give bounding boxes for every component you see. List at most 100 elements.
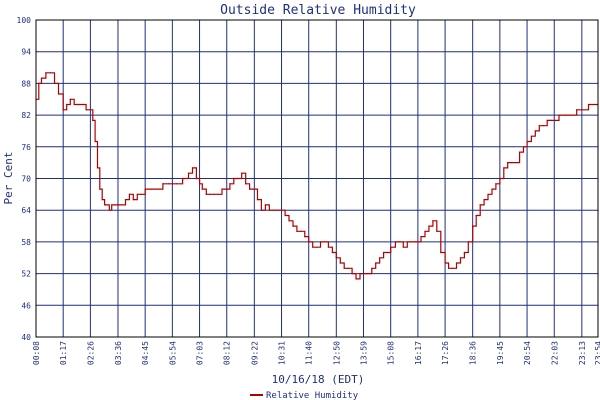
data-point bbox=[558, 114, 560, 116]
data-point bbox=[182, 177, 184, 180]
data-point bbox=[205, 193, 207, 195]
x-tick-label: 11:40 bbox=[305, 341, 314, 365]
data-point bbox=[316, 246, 318, 248]
data-point bbox=[522, 146, 525, 148]
data-point bbox=[292, 225, 294, 227]
y-tick-label: 76 bbox=[21, 143, 31, 152]
data-point bbox=[542, 125, 544, 127]
data-point bbox=[406, 241, 408, 243]
data-point bbox=[187, 172, 190, 174]
data-point bbox=[367, 273, 369, 275]
data-point bbox=[420, 236, 422, 238]
data-point bbox=[237, 177, 239, 180]
data-point bbox=[249, 188, 251, 190]
data-point bbox=[300, 230, 302, 232]
data-point bbox=[499, 177, 501, 180]
data-point bbox=[168, 183, 170, 185]
x-tick-label: 19:45 bbox=[496, 341, 505, 365]
y-tick-label: 52 bbox=[21, 270, 31, 279]
data-point bbox=[49, 72, 52, 74]
data-point bbox=[576, 109, 578, 111]
data-point bbox=[217, 193, 219, 195]
x-tick-label: 07:03 bbox=[196, 341, 205, 365]
data-point bbox=[511, 162, 513, 164]
data-point bbox=[191, 167, 194, 169]
legend: Relative Humidity bbox=[250, 391, 359, 400]
y-tick-label: 64 bbox=[21, 206, 31, 215]
x-tick-label: 23:54 bbox=[594, 341, 600, 365]
data-point bbox=[550, 119, 552, 121]
chart-title: Outside Relative Humidity bbox=[220, 3, 416, 18]
x-tick-label: 01:17 bbox=[59, 341, 68, 365]
x-tick-label: 10:31 bbox=[278, 341, 287, 365]
x-tick-label: 03:36 bbox=[114, 341, 123, 365]
x-tick-label: 18:36 bbox=[469, 341, 478, 365]
data-point bbox=[241, 172, 243, 174]
x-axis-label: 10/16/18 (EDT) bbox=[272, 373, 365, 386]
data-point bbox=[451, 267, 454, 269]
x-tick-label: 23:13 bbox=[578, 341, 587, 365]
x-tick-label: 12:50 bbox=[332, 341, 341, 365]
data-point bbox=[108, 209, 110, 211]
data-point bbox=[564, 114, 566, 116]
data-point bbox=[386, 251, 389, 254]
data-point bbox=[459, 257, 462, 259]
x-tick-label: 16:17 bbox=[414, 341, 423, 365]
data-point bbox=[245, 183, 247, 185]
data-point bbox=[209, 193, 211, 195]
data-point bbox=[581, 109, 583, 111]
x-tick-label: 04:45 bbox=[141, 341, 150, 365]
data-point bbox=[534, 130, 536, 132]
data-point bbox=[81, 103, 83, 106]
data-point bbox=[472, 225, 474, 227]
data-point bbox=[213, 193, 215, 195]
data-point bbox=[57, 93, 60, 95]
data-point bbox=[355, 278, 357, 280]
y-tick-label: 82 bbox=[21, 111, 31, 120]
data-point bbox=[410, 241, 412, 243]
data-point bbox=[69, 98, 71, 100]
data-point bbox=[264, 204, 266, 206]
data-point bbox=[308, 241, 310, 243]
data-point bbox=[424, 230, 426, 232]
data-point bbox=[85, 109, 87, 111]
data-point bbox=[117, 204, 119, 206]
data-point bbox=[495, 183, 497, 185]
data-point bbox=[94, 140, 96, 143]
data-point bbox=[359, 273, 361, 275]
data-point bbox=[436, 230, 438, 232]
data-point bbox=[106, 204, 108, 206]
data-point bbox=[260, 209, 263, 211]
data-point bbox=[515, 162, 517, 164]
data-point bbox=[150, 188, 152, 190]
data-point bbox=[343, 267, 345, 269]
data-point bbox=[570, 114, 572, 116]
data-point bbox=[402, 246, 404, 248]
data-point bbox=[455, 262, 458, 264]
data-point bbox=[467, 241, 469, 243]
data-point bbox=[390, 246, 392, 248]
data-point bbox=[483, 199, 485, 201]
data-point bbox=[92, 119, 94, 121]
data-point bbox=[128, 193, 131, 195]
data-point bbox=[383, 251, 385, 254]
x-tick-label: 08:12 bbox=[223, 341, 232, 365]
data-point bbox=[221, 188, 223, 190]
data-point bbox=[144, 188, 146, 190]
data-point bbox=[272, 209, 274, 211]
data-point bbox=[323, 241, 326, 243]
data-point bbox=[45, 72, 47, 74]
data-point bbox=[319, 241, 322, 243]
series-line-relative-humidity bbox=[36, 72, 598, 280]
data-point bbox=[288, 220, 290, 222]
data-point bbox=[103, 204, 106, 206]
data-point bbox=[440, 251, 442, 254]
y-tick-label: 70 bbox=[21, 175, 31, 184]
data-point bbox=[414, 241, 416, 243]
y-tick-label: 100 bbox=[17, 16, 32, 25]
data-point bbox=[171, 183, 173, 185]
data-point bbox=[89, 109, 91, 111]
data-point bbox=[503, 167, 505, 169]
x-tick-label: 05:54 bbox=[168, 341, 177, 365]
x-tick-labels: 00:08 01:17 02:26 03:36 04:45 05:54 07:03 08:12… bbox=[32, 341, 600, 365]
